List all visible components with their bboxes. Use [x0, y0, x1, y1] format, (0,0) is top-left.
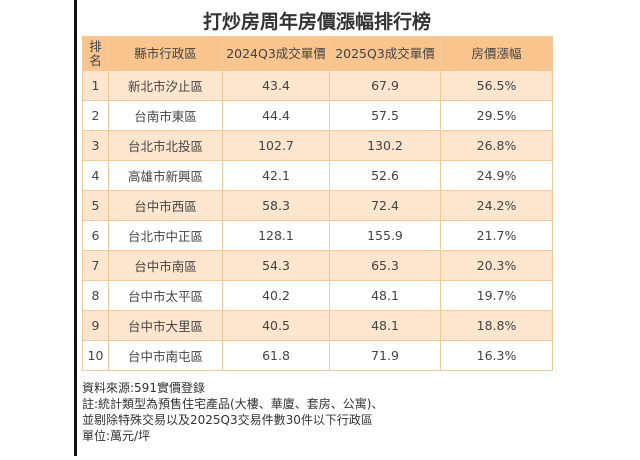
table-row: 6 台北市中正區 128.1 155.9 21.7% [82, 220, 553, 251]
cell-price2024: 61.8 [222, 340, 330, 371]
cell-price2024: 128.1 [222, 220, 330, 251]
unit-note: 單位:萬元/坪 [82, 429, 151, 443]
cell-district: 台南市東區 [108, 100, 223, 131]
cell-price2025: 48.1 [329, 310, 441, 341]
header-district: 縣市行政區 [108, 36, 223, 71]
cell-district: 高雄市新興區 [108, 160, 223, 191]
cell-change: 19.7% [440, 280, 553, 311]
table-row: 5 台中市西區 58.3 72.4 24.2% [82, 190, 553, 221]
left-border-line [74, 0, 77, 456]
table-row: 4 高雄市新興區 42.1 52.6 24.9% [82, 160, 553, 191]
cell-district: 台中市南屯區 [108, 340, 223, 371]
cell-district: 台中市南區 [108, 250, 223, 281]
header-change: 房價漲幅 [440, 36, 553, 71]
source-note: 資料來源:591實價登錄 [82, 381, 205, 395]
cell-price2025: 71.9 [329, 340, 441, 371]
cell-rank: 3 [82, 130, 109, 161]
cell-price2025: 67.9 [329, 70, 441, 101]
cell-price2025: 155.9 [329, 220, 441, 251]
cell-rank: 5 [82, 190, 109, 221]
header-price-2025: 2025Q3成交單價 [329, 36, 441, 71]
cell-rank: 9 [82, 310, 109, 341]
cell-rank: 4 [82, 160, 109, 191]
note-line-2: 並剔除特殊交易以及2025Q3交易件數30件以下行政區 [82, 413, 373, 427]
cell-price2025: 72.4 [329, 190, 441, 221]
table-row: 1 新北市汐止區 43.4 67.9 56.5% [82, 70, 553, 101]
cell-change: 24.9% [440, 160, 553, 191]
cell-price2025: 52.6 [329, 160, 441, 191]
cell-change: 20.3% [440, 250, 553, 281]
cell-rank: 10 [82, 340, 109, 371]
cell-change: 26.8% [440, 130, 553, 161]
cell-change: 56.5% [440, 70, 553, 101]
cell-district: 台北市北投區 [108, 130, 223, 161]
header-rank: 排名 [82, 36, 109, 71]
cell-price2024: 40.5 [222, 310, 330, 341]
table-row: 10 台中市南屯區 61.8 71.9 16.3% [82, 340, 553, 371]
cell-price2024: 43.4 [222, 70, 330, 101]
cell-change: 16.3% [440, 340, 553, 371]
cell-district: 台中市西區 [108, 190, 223, 221]
cell-rank: 7 [82, 250, 109, 281]
cell-rank: 2 [82, 100, 109, 131]
cell-price2024: 58.3 [222, 190, 330, 221]
cell-price2024: 40.2 [222, 280, 330, 311]
cell-change: 18.8% [440, 310, 553, 341]
table-row: 7 台中市南區 54.3 65.3 20.3% [82, 250, 553, 281]
cell-district: 台中市太平區 [108, 280, 223, 311]
table-row: 2 台南市東區 44.4 57.5 29.5% [82, 100, 553, 131]
table-row: 9 台中市大里區 40.5 48.1 18.8% [82, 310, 553, 341]
cell-price2024: 102.7 [222, 130, 330, 161]
cell-price2025: 65.3 [329, 250, 441, 281]
cell-district: 台中市大里區 [108, 310, 223, 341]
cell-price2024: 44.4 [222, 100, 330, 131]
cell-change: 24.2% [440, 190, 553, 221]
note-line-1: 註:統計類型為預售住宅產品(大樓、華廈、套房、公寓)、 [82, 397, 384, 411]
page-title: 打炒房周年房價漲幅排行榜 [202, 11, 431, 33]
cell-district: 台北市中正區 [108, 220, 223, 251]
table-row: 3 台北市北投區 102.7 130.2 26.8% [82, 130, 553, 161]
cell-change: 21.7% [440, 220, 553, 251]
cell-price2025: 57.5 [329, 100, 441, 131]
cell-district: 新北市汐止區 [108, 70, 223, 101]
cell-price2025: 130.2 [329, 130, 441, 161]
cell-change: 29.5% [440, 100, 553, 131]
ranking-table: 排名 縣市行政區 2024Q3成交單價 2025Q3成交單價 房價漲幅 1 新北市… [82, 36, 553, 371]
cell-rank: 6 [82, 220, 109, 251]
header-price-2024: 2024Q3成交單價 [222, 36, 330, 71]
cell-price2025: 48.1 [329, 280, 441, 311]
table-header: 排名 縣市行政區 2024Q3成交單價 2025Q3成交單價 房價漲幅 [82, 36, 553, 71]
cell-price2024: 54.3 [222, 250, 330, 281]
footnotes: 資料來源:591實價登錄 註:統計類型為預售住宅產品(大樓、華廈、套房、公寓)、… [82, 380, 383, 444]
table-row: 8 台中市太平區 40.2 48.1 19.7% [82, 280, 553, 311]
cell-rank: 1 [82, 70, 109, 101]
cell-rank: 8 [82, 280, 109, 311]
cell-price2024: 42.1 [222, 160, 330, 191]
